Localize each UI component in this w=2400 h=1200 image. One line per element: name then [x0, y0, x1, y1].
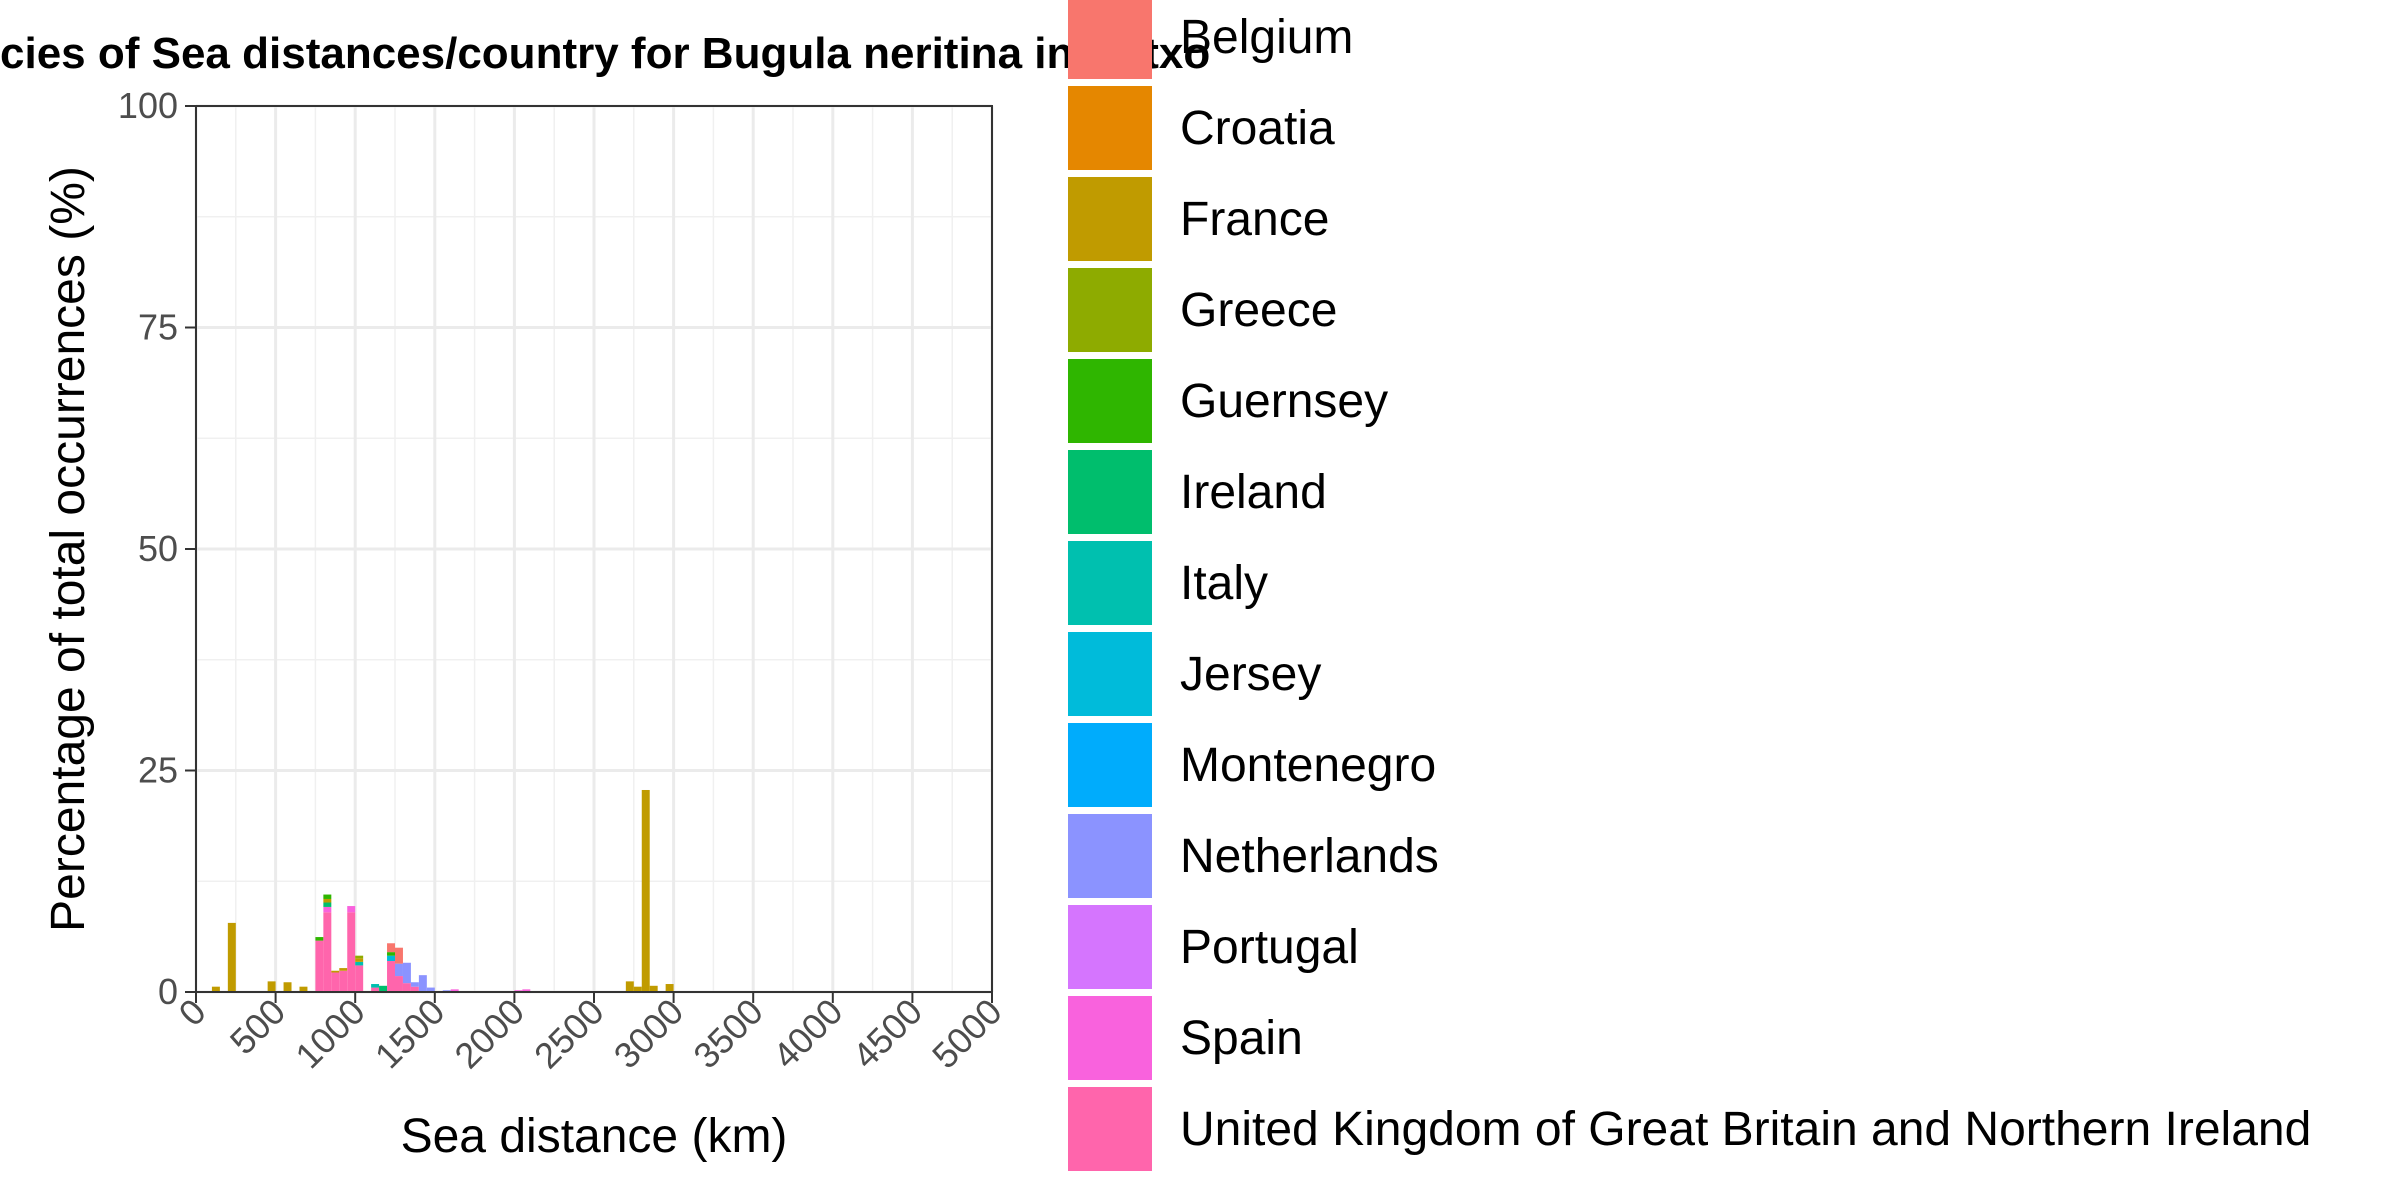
x-tick-label: 3500: [685, 991, 771, 1077]
x-tick-label: 5000: [924, 991, 1010, 1077]
legend-key: [1068, 268, 1152, 352]
bar-segment: [418, 975, 427, 992]
x-axis-title: Sea distance (km): [401, 1110, 788, 1163]
x-tick-label: 2000: [446, 991, 532, 1077]
bar-segment: [347, 906, 356, 913]
bar-segment: [339, 968, 348, 971]
bar-segment: [426, 987, 435, 992]
bar-segment: [410, 982, 419, 987]
bar-segment: [379, 985, 388, 992]
y-tick-label: 75: [138, 307, 178, 348]
x-tick-label: 500: [222, 991, 293, 1062]
bar-segment: [387, 960, 395, 992]
y-tick-label: 100: [118, 85, 178, 126]
legend-key: [1068, 86, 1152, 170]
bar-segment: [339, 970, 348, 992]
bar-segment: [227, 922, 236, 992]
x-tick-label: 3000: [606, 991, 692, 1077]
x-tick-label: 4500: [844, 991, 930, 1077]
legend-label: Guernsey: [1180, 375, 1388, 428]
bar-segment: [315, 940, 324, 992]
bar-segment: [371, 987, 380, 992]
bar-segment: [410, 986, 419, 992]
bar-segment: [331, 970, 340, 973]
bar-segment: [387, 943, 395, 953]
bar-segment: [323, 902, 332, 907]
legend-label: Belgium: [1180, 11, 1353, 64]
legend-label: Italy: [1180, 557, 1268, 610]
bar-segment: [450, 989, 459, 992]
legend-key: [1068, 177, 1152, 261]
legend-label: Portugal: [1180, 921, 1359, 974]
bar-segment: [402, 983, 411, 992]
legend-label: Greece: [1180, 284, 1337, 337]
x-tick-label: 4000: [765, 991, 851, 1077]
legend-label: Ireland: [1180, 466, 1327, 519]
legend-label: Netherlands: [1180, 830, 1439, 883]
legend-key: [1068, 723, 1152, 807]
y-tick-label: 0: [158, 971, 178, 1012]
bar-segment: [371, 984, 380, 988]
plot-panel: [194, 104, 994, 994]
bar-segment: [387, 952, 395, 956]
bar-segment: [395, 963, 403, 977]
bar-segment: [323, 912, 332, 992]
bar-segment: [641, 789, 650, 992]
bar-segment: [267, 981, 276, 992]
bar-segment: [323, 894, 332, 899]
bar-segment: [402, 962, 411, 984]
legend-key: [1068, 1087, 1152, 1171]
bar-segment: [625, 981, 634, 992]
y-axis-title: Percentage of total occurrences (%): [42, 166, 95, 932]
bar-segment: [395, 947, 403, 964]
bar-segment: [649, 985, 658, 992]
bar-segment: [315, 937, 324, 941]
x-tick-label: 1500: [367, 991, 453, 1077]
bar-segment: [355, 955, 364, 959]
bar-segment: [633, 986, 642, 992]
bar-segment: [211, 986, 220, 992]
legend-key: [1068, 359, 1152, 443]
bar-segment: [387, 955, 395, 961]
bar-segment: [347, 912, 356, 992]
legend-key: [1068, 996, 1152, 1080]
legend-key: [1068, 450, 1152, 534]
chart-title: cies of Sea distances/country for Bugula…: [0, 29, 1210, 78]
bar-segment: [331, 972, 340, 992]
legend-label: Croatia: [1180, 102, 1335, 155]
y-tick-label: 25: [138, 750, 178, 791]
legend-key: [1068, 0, 1152, 79]
legend-label: Montenegro: [1180, 739, 1436, 792]
bar-segment: [323, 906, 332, 913]
bar-segment: [323, 898, 332, 903]
x-tick-label: 2500: [526, 991, 612, 1077]
bar-segment: [395, 976, 403, 992]
y-tick-label: 50: [138, 528, 178, 569]
legend-key: [1068, 905, 1152, 989]
bars: [211, 789, 674, 992]
legend-key: [1068, 814, 1152, 898]
x-tick-label: 0: [171, 991, 214, 1034]
legend: Belgium Croatia France Greece Guernsey Irelan…: [1068, 0, 2311, 1171]
bar-segment: [355, 965, 364, 992]
y-axis: 0 25 50 75 100: [118, 85, 196, 1012]
legend-label: United Kingdom of Great Britain and Nort…: [1180, 1103, 2311, 1156]
bar-segment: [522, 989, 531, 992]
legend-label: Spain: [1180, 1012, 1303, 1065]
x-tick-label: 1000: [287, 991, 373, 1077]
bar-segment: [299, 986, 308, 992]
legend-label: France: [1180, 193, 1329, 246]
bar-segment: [355, 961, 364, 966]
legend-key: [1068, 541, 1152, 625]
bar-segment: [283, 982, 292, 992]
legend-label: Jersey: [1180, 648, 1321, 701]
bar-segment: [665, 984, 674, 992]
legend-key: [1068, 632, 1152, 716]
bar-segment: [355, 958, 364, 962]
